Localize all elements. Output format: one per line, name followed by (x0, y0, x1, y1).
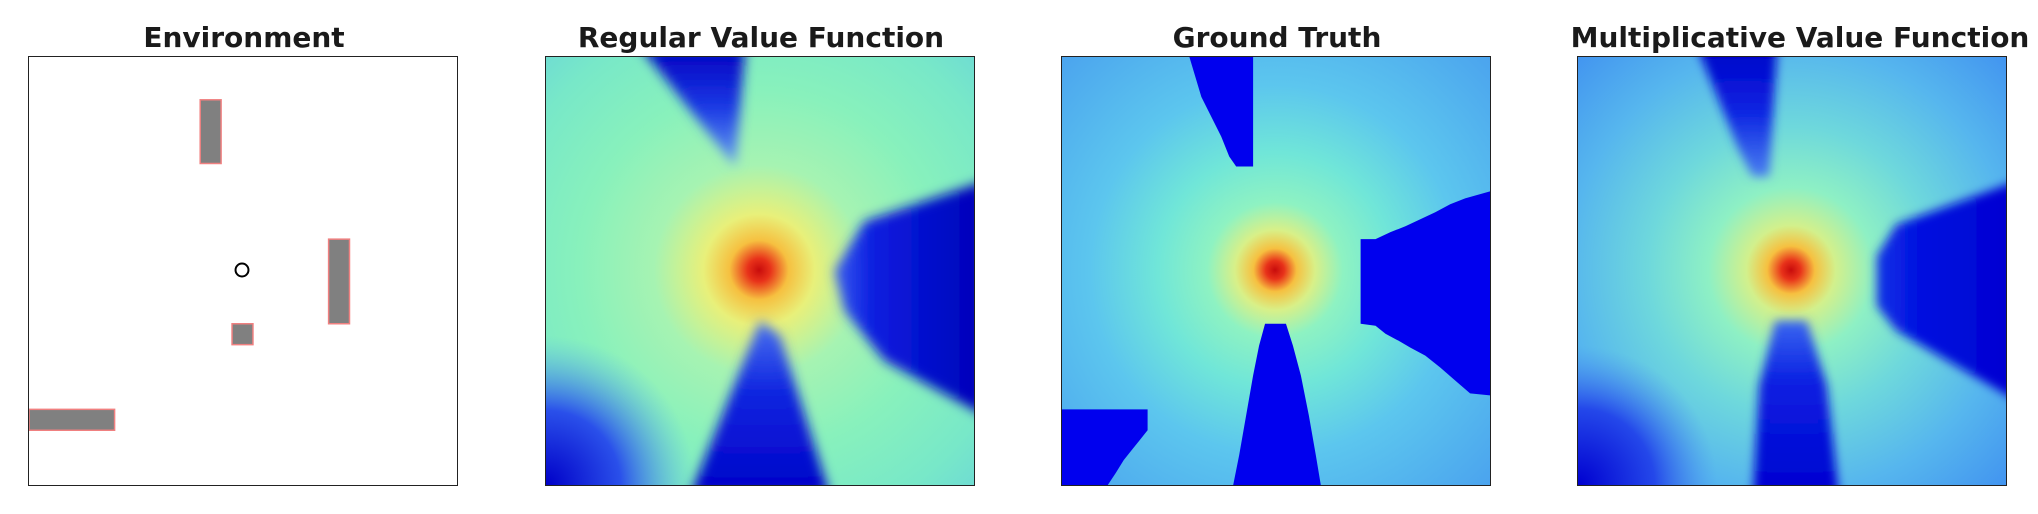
shadow-top (648, 57, 745, 167)
blocked-region-bottom (1233, 323, 1321, 485)
goal-marker (234, 262, 250, 278)
blocked-region-right (1360, 191, 1490, 396)
shadow-bottom-left (1578, 345, 1728, 485)
shadow-right (834, 184, 974, 410)
ground-truth-heatmap (1062, 57, 1490, 485)
obstacle-small-square (231, 323, 254, 346)
shadow-right (1876, 184, 2006, 395)
multiplicative-value-function-panel (1577, 56, 2007, 486)
multiplicative-value-heatmap (1578, 57, 2006, 485)
panel-title-regular-value-function: Regular Value Function (577, 21, 945, 54)
regular-value-function-panel (545, 56, 975, 486)
panel-title-ground-truth: Ground Truth (1172, 21, 1382, 54)
panel-title-environment: Environment (143, 21, 345, 54)
ground-truth-panel (1061, 56, 1491, 486)
shadow-bottom (694, 320, 827, 485)
panel-title-multiplicative-value-function: Multiplicative Value Function (1570, 21, 2030, 54)
environment-panel (28, 56, 458, 486)
shadow-bottom (1753, 320, 1838, 485)
regular-value-heatmap (546, 57, 974, 485)
blocked-region-top (1189, 57, 1254, 167)
obstacle-top (199, 99, 222, 165)
obstacle-bottom-left (29, 408, 116, 432)
blocked-region-bottom-left (1062, 409, 1148, 485)
obstacle-right (327, 238, 351, 325)
environment-map (29, 57, 457, 485)
shadow-top (1701, 57, 1777, 177)
shadow-bottom-left (546, 315, 716, 485)
